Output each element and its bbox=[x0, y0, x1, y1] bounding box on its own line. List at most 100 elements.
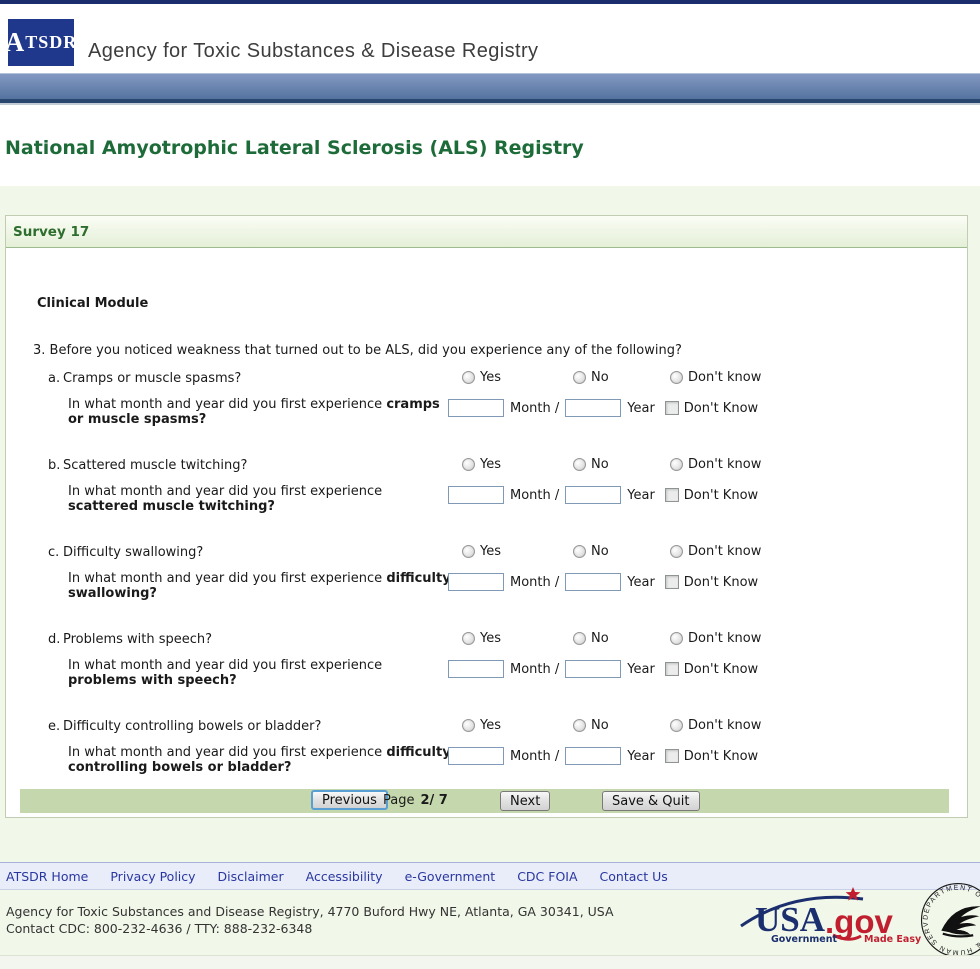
month-input[interactable] bbox=[448, 399, 504, 417]
followup-prefix: In what month and year did you first exp… bbox=[68, 745, 387, 760]
radio-yes-label: Yes bbox=[480, 457, 501, 472]
year-label: Year bbox=[627, 748, 655, 764]
radio-yes[interactable] bbox=[462, 458, 475, 471]
star-icon bbox=[845, 887, 861, 901]
atsdr-logo-letter: A bbox=[4, 27, 26, 57]
followup-question: In what month and year did you first exp… bbox=[68, 745, 454, 775]
dont-know-checkbox[interactable] bbox=[664, 662, 679, 676]
blue-band-gradient bbox=[0, 73, 980, 99]
radio-no[interactable] bbox=[573, 719, 586, 732]
radio-yes[interactable] bbox=[462, 632, 475, 645]
radio-no[interactable] bbox=[573, 458, 586, 471]
radio-dont-know[interactable] bbox=[670, 719, 683, 732]
radio-dont-know[interactable] bbox=[670, 632, 683, 645]
followup-prefix: In what month and year did you first exp… bbox=[68, 571, 387, 586]
save-quit-button[interactable]: Save & Quit bbox=[602, 791, 700, 811]
month-input[interactable] bbox=[448, 573, 504, 591]
footer-link-atsdr-home[interactable]: ATSDR Home bbox=[6, 868, 89, 884]
footer-address: Agency for Toxic Substances and Disease … bbox=[6, 904, 614, 919]
followup-prefix: In what month and year did you first exp… bbox=[68, 658, 383, 673]
dont-know-checkbox-label: Don't Know bbox=[683, 487, 759, 503]
radio-yes-label: Yes bbox=[480, 631, 501, 646]
radio-no-label: No bbox=[591, 631, 609, 646]
question-group-e: e. Difficulty controlling bowels or blad… bbox=[6, 718, 967, 806]
radio-yes[interactable] bbox=[462, 371, 475, 384]
month-label: Month / bbox=[510, 748, 560, 764]
followup-bold: problems with speech? bbox=[68, 673, 237, 688]
radio-yes-label: Yes bbox=[480, 718, 501, 733]
atsdr-logo: A TSDR bbox=[4, 19, 78, 66]
radio-no[interactable] bbox=[573, 632, 586, 645]
page-indicator: Page 2/ 7 bbox=[383, 793, 448, 808]
radio-dont-know[interactable] bbox=[670, 545, 683, 558]
radio-yes-label: Yes bbox=[480, 370, 501, 385]
radio-yes[interactable] bbox=[462, 719, 475, 732]
footer-link-cdc-foia[interactable]: CDC FOIA bbox=[517, 868, 578, 884]
footer-link-disclaimer[interactable]: Disclaimer bbox=[217, 868, 284, 884]
survey-panel: Survey 17 Clinical Module 3. Before you … bbox=[5, 215, 968, 818]
dont-know-checkbox[interactable] bbox=[664, 749, 679, 763]
question-group-a: a. Cramps or muscle spasms? Yes No Don't… bbox=[6, 370, 967, 458]
agency-name: Agency for Toxic Substances & Disease Re… bbox=[88, 40, 539, 62]
year-input[interactable] bbox=[565, 486, 622, 504]
survey-title: Survey 17 bbox=[13, 223, 90, 240]
bottom-strip bbox=[0, 955, 980, 969]
usagov-gov-text: .gov bbox=[825, 903, 893, 940]
month-input[interactable] bbox=[448, 660, 504, 678]
footer-link-privacy-policy[interactable]: Privacy Policy bbox=[110, 868, 196, 884]
dont-know-checkbox-label: Don't Know bbox=[683, 400, 759, 416]
radio-no-label: No bbox=[591, 544, 609, 559]
followup-bold: cramps or muscle spasms? bbox=[68, 397, 440, 427]
page-indicator-label: Page bbox=[383, 793, 415, 808]
radio-dont-know-label: Don't know bbox=[688, 370, 762, 385]
survey-panel-header: Survey 17 bbox=[6, 216, 967, 248]
radio-no-label: No bbox=[591, 718, 609, 733]
dont-know-checkbox[interactable] bbox=[664, 488, 679, 502]
footer-link-accessibility[interactable]: Accessibility bbox=[305, 868, 383, 884]
item-label: Cramps or muscle spasms? bbox=[63, 371, 242, 386]
month-input[interactable] bbox=[448, 486, 504, 504]
item-label: Scattered muscle twitching? bbox=[63, 458, 248, 473]
footer-link-contact-us[interactable]: Contact Us bbox=[599, 868, 668, 884]
year-input[interactable] bbox=[565, 399, 622, 417]
followup-bold: difficulty controlling bowels or bladder… bbox=[68, 745, 451, 775]
radio-dont-know[interactable] bbox=[670, 458, 683, 471]
item-letter: e. bbox=[48, 719, 61, 734]
gov-underline-icon bbox=[832, 933, 862, 941]
question-3-text: Before you noticed weakness that turned … bbox=[49, 343, 682, 358]
radio-yes-label: Yes bbox=[480, 544, 501, 559]
radio-no[interactable] bbox=[573, 545, 586, 558]
dont-know-checkbox-label: Don't Know bbox=[683, 661, 759, 677]
footer-link-e-government[interactable]: e-Government bbox=[404, 868, 496, 884]
dont-know-checkbox[interactable] bbox=[664, 401, 679, 415]
question-group-d: d. Problems with speech? Yes No Don't kn… bbox=[6, 631, 967, 719]
month-input[interactable] bbox=[448, 747, 504, 765]
dont-know-checkbox-label: Don't Know bbox=[683, 748, 759, 764]
radio-yes[interactable] bbox=[462, 545, 475, 558]
followup-question: In what month and year did you first exp… bbox=[68, 658, 454, 688]
atsdr-logo-rest: TSDR bbox=[25, 32, 78, 52]
followup-bold: difficulty swallowing? bbox=[68, 571, 451, 601]
radio-no[interactable] bbox=[573, 371, 586, 384]
year-label: Year bbox=[627, 574, 655, 590]
previous-button[interactable]: Previous bbox=[311, 790, 388, 810]
usagov-government-text: Government bbox=[771, 934, 838, 945]
item-letter: d. bbox=[48, 632, 61, 647]
year-input[interactable] bbox=[565, 573, 622, 591]
question-group-b: b. Scattered muscle twitching? Yes No Do… bbox=[6, 457, 967, 545]
footer-link-bar: ATSDR Home Privacy Policy Disclaimer Acc… bbox=[0, 862, 980, 890]
year-input[interactable] bbox=[565, 747, 622, 765]
page-indicator-value: 2/ 7 bbox=[420, 793, 448, 808]
item-label: Difficulty swallowing? bbox=[63, 545, 204, 560]
radio-dont-know[interactable] bbox=[670, 371, 683, 384]
dont-know-checkbox[interactable] bbox=[664, 575, 679, 589]
item-label: Difficulty controlling bowels or bladder… bbox=[63, 719, 322, 734]
followup-question: In what month and year did you first exp… bbox=[68, 397, 454, 427]
radio-no-label: No bbox=[591, 457, 609, 472]
usagov-logo[interactable]: USA .gov Government Made Easy bbox=[735, 886, 930, 946]
next-button[interactable]: Next bbox=[500, 791, 551, 811]
year-input[interactable] bbox=[565, 660, 622, 678]
hhs-seal-icon: DEPARTMENT OF HEALTH & HUMAN SERVICES · … bbox=[917, 877, 980, 958]
month-label: Month / bbox=[510, 661, 560, 677]
year-label: Year bbox=[627, 400, 655, 416]
